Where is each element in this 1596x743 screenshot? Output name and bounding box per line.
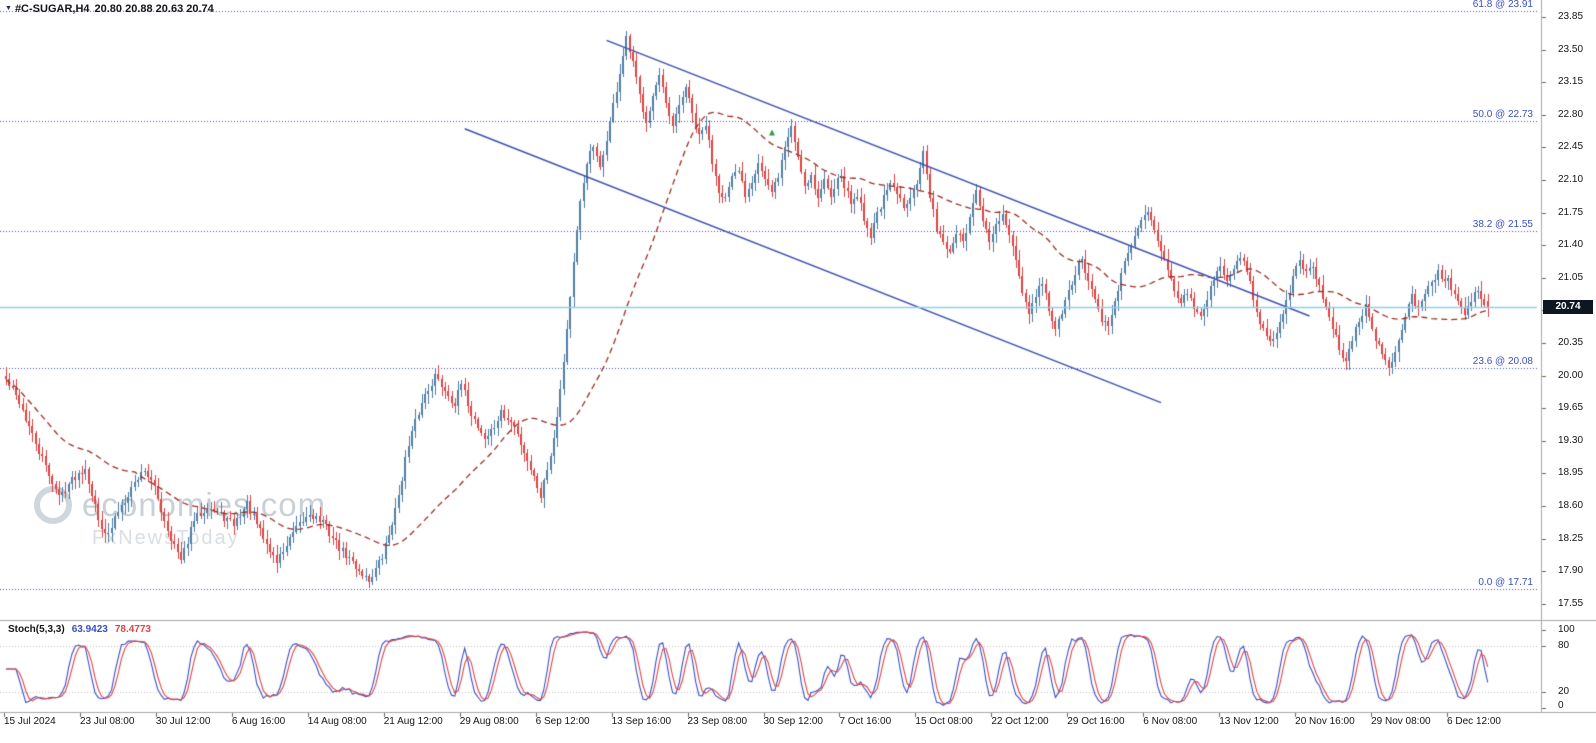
price-axis-label: 20.35 [1558, 337, 1584, 348]
price-axis-label: 18.25 [1558, 532, 1584, 544]
price-axis[interactable]: 23.85 23.50 23.15 22.80 22.45 22.10 21.75 21.40… [1542, 0, 1596, 712]
time-axis-label: 13 Nov 12:00 [1219, 716, 1279, 727]
price-axis-label: 21.75 [1558, 206, 1584, 218]
symbol-label: #C-SUGAR,H4 [14, 3, 90, 15]
price-axis-label: 22.45 [1558, 141, 1584, 153]
fib-label-000: 0.0 @ 17.71 [1478, 576, 1533, 588]
time-axis-label: 7 Oct 16:00 [839, 716, 892, 727]
time-axis-label: 14 Aug 08:00 [307, 716, 367, 727]
time-axis-label: 15 Oct 08:00 [915, 716, 973, 727]
stoch-indicator-label: Stoch(5,3,3) 63.9423 78.4773 [8, 624, 151, 635]
stoch-name: Stoch(5,3,3) [8, 624, 65, 635]
price-axis-label: 23.50 [1558, 43, 1584, 55]
time-axis-label: 29 Aug 08:00 [459, 716, 519, 727]
time-axis-label: 29 Nov 08:00 [1371, 716, 1431, 727]
price-axis-label: 17.55 [1558, 597, 1584, 609]
time-axis-label: 6 Aug 16:00 [231, 716, 286, 727]
stoch-scale-label: 100 [1558, 624, 1575, 635]
time-axis-label: 23 Jul 08:00 [79, 716, 135, 727]
time-axis-label: 15 Jul 2024 [4, 716, 56, 727]
time-axis-label: 22 Oct 12:00 [991, 716, 1049, 727]
time-axis-label: 6 Dec 12:00 [1447, 716, 1501, 727]
stoch-d-value: 78.4773 [114, 624, 151, 635]
price-axis-label: 21.05 [1558, 271, 1584, 283]
time-axis-label: 13 Sep 16:00 [611, 716, 672, 727]
price-axis-label: 17.90 [1558, 565, 1584, 577]
fib-label-236: 23.6 @ 20.08 [1472, 356, 1533, 368]
current-price-tag: 20.74 [1543, 299, 1593, 314]
time-axis-label: 21 Aug 12:00 [383, 716, 443, 727]
fib-label-500: 50.0 @ 22.73 [1472, 109, 1533, 121]
price-axis-label: 19.65 [1558, 402, 1584, 414]
fib-label-382: 38.2 @ 21.55 [1472, 219, 1533, 231]
price-axis-label: 22.80 [1558, 108, 1584, 120]
time-axis-label: 6 Sep 12:00 [535, 716, 590, 727]
stoch-scale-label: 80 [1558, 639, 1570, 651]
price-axis-label: 18.60 [1558, 500, 1584, 511]
price-axis-label: 23.85 [1558, 11, 1584, 22]
time-axis-label: 20 Nov 16:00 [1295, 716, 1355, 727]
time-axis-label: 6 Nov 08:00 [1143, 716, 1198, 727]
time-axis-label: 23 Sep 08:00 [687, 716, 748, 727]
stoch-k-value: 63.9423 [71, 624, 108, 635]
stoch-scale-label: 0 [1558, 700, 1564, 711]
price-axis-label: 19.30 [1558, 434, 1584, 446]
ohlc-values: 20.80 20.88 20.63 20.74 [94, 3, 214, 15]
symbol-title: ▼ #C-SUGAR,H4 20.80 20.88 20.63 20.74 [5, 3, 214, 15]
price-axis-label: 22.10 [1558, 174, 1584, 185]
time-axis-label: 30 Jul 12:00 [155, 716, 211, 727]
stoch-scale-label: 20 [1558, 686, 1570, 698]
price-axis-label: 20.00 [1558, 369, 1584, 381]
price-axis-label: 23.15 [1558, 76, 1584, 88]
window-marker-icon: ▼ [5, 5, 12, 12]
fib-label-618: 61.8 @ 23.91 [1472, 0, 1533, 11]
time-axis-label: 29 Oct 16:00 [1067, 716, 1125, 727]
time-axis[interactable]: 15 Jul 2024 23 Jul 08:00 30 Jul 12:00 6 Aug… [0, 713, 1596, 743]
price-axis-label: 21.40 [1558, 239, 1584, 251]
price-axis-label: 18.95 [1558, 467, 1584, 479]
time-axis-label: 30 Sep 12:00 [763, 716, 824, 727]
